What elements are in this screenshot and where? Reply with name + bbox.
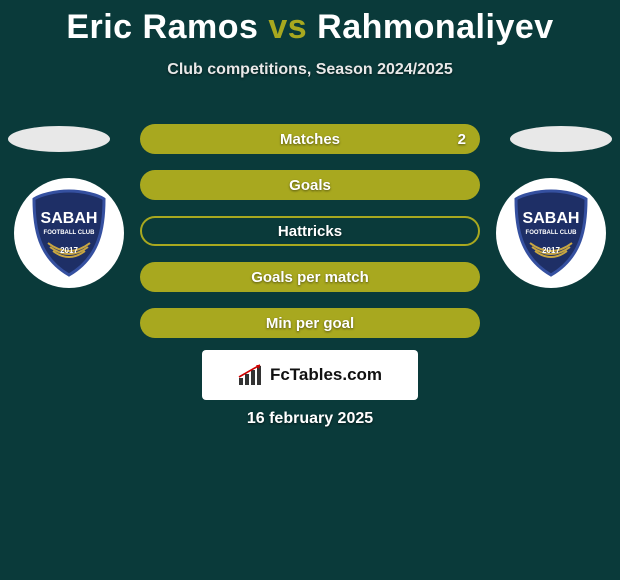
player2-name: Rahmonaliyev (317, 8, 554, 46)
player1-name: Eric Ramos (66, 8, 258, 46)
stat-bar-goals: Goals (140, 170, 480, 200)
comparison-title: Eric Ramos vs Rahmonaliyev (0, 0, 620, 47)
snapshot-date: 16 february 2025 (0, 410, 620, 428)
stat-bar-label: Goals (289, 177, 331, 194)
fctables-logo-icon (238, 364, 264, 386)
stat-bar-hattricks: Hattricks (140, 216, 480, 246)
stat-bar-label: Min per goal (266, 315, 354, 332)
stat-bar-label: Hattricks (278, 223, 342, 240)
subtitle: Club competitions, Season 2024/2025 (0, 61, 620, 79)
club-logo-badge: SABAH FOOTBALL CLUB 2017 (496, 178, 606, 288)
club-logo-left: SABAH FOOTBALL CLUB 2017 (14, 178, 124, 288)
svg-text:SABAH: SABAH (41, 210, 98, 227)
player1-photo-placeholder (8, 126, 110, 152)
player2-photo-placeholder (510, 126, 612, 152)
stat-bar-value-right: 2 (458, 131, 466, 148)
svg-text:FOOTBALL CLUB: FOOTBALL CLUB (526, 230, 578, 236)
svg-text:SABAH: SABAH (523, 210, 580, 227)
stat-bar-matches: Matches 2 (140, 124, 480, 154)
svg-text:FOOTBALL CLUB: FOOTBALL CLUB (44, 230, 96, 236)
stat-bar-min-per-goal: Min per goal (140, 308, 480, 338)
vs-separator: vs (258, 8, 317, 46)
stat-bars: Matches 2 Goals Hattricks Goals per match Min… (140, 124, 480, 354)
stat-bar-label: Goals per match (251, 269, 369, 286)
svg-text:2017: 2017 (542, 246, 560, 255)
fctables-attribution: FcTables.com (202, 350, 418, 400)
club-logo-right: SABAH FOOTBALL CLUB 2017 (496, 178, 606, 288)
sabah-shield-icon: SABAH FOOTBALL CLUB 2017 (28, 187, 110, 279)
svg-text:2017: 2017 (60, 246, 78, 255)
stat-bar-goals-per-match: Goals per match (140, 262, 480, 292)
sabah-shield-icon: SABAH FOOTBALL CLUB 2017 (510, 187, 592, 279)
fctables-text: FcTables.com (270, 365, 382, 385)
club-logo-badge: SABAH FOOTBALL CLUB 2017 (14, 178, 124, 288)
stat-bar-label: Matches (280, 131, 340, 148)
